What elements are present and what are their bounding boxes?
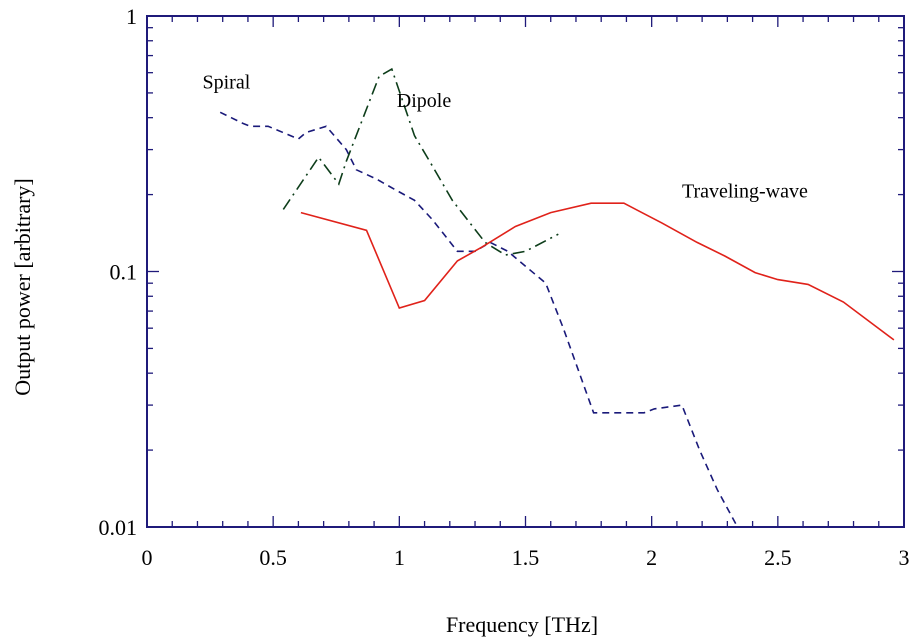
- x-tick-label: 0.5: [259, 545, 287, 570]
- plot-frame: [146, 15, 905, 528]
- series-annotation: Dipole: [397, 90, 452, 112]
- series-line-spiral: [219, 111, 739, 528]
- series-annotation: Traveling-wave: [682, 180, 808, 202]
- x-tick-label: 1: [394, 545, 405, 570]
- y-axis-label: Output power [arbitrary]: [10, 178, 35, 395]
- x-tick-label: 2.5: [764, 545, 792, 570]
- y-tick-label: 0.1: [110, 260, 138, 285]
- series-line-traveling-wave: [300, 202, 895, 341]
- x-tick-label: 1.5: [512, 545, 540, 570]
- y-tick-label: 0.01: [99, 515, 138, 540]
- x-tick-label: 3: [899, 545, 910, 570]
- annotations: Spiral Dipole Traveling-wave: [203, 72, 808, 203]
- series-layer: [219, 67, 895, 528]
- x-tick-label: 2: [646, 545, 657, 570]
- series-annotation: Spiral: [203, 72, 251, 94]
- series-line-dipole: [282, 67, 559, 256]
- x-tick-label: 0: [142, 545, 153, 570]
- x-axis-label: Frequency [THz]: [446, 612, 598, 637]
- axis-ticks: [146, 16, 905, 528]
- y-tick-label: 1: [126, 4, 137, 29]
- tick-labels: 0 0.5 1 1.5 2 2.5 3 0.01 0.1 1: [99, 4, 910, 570]
